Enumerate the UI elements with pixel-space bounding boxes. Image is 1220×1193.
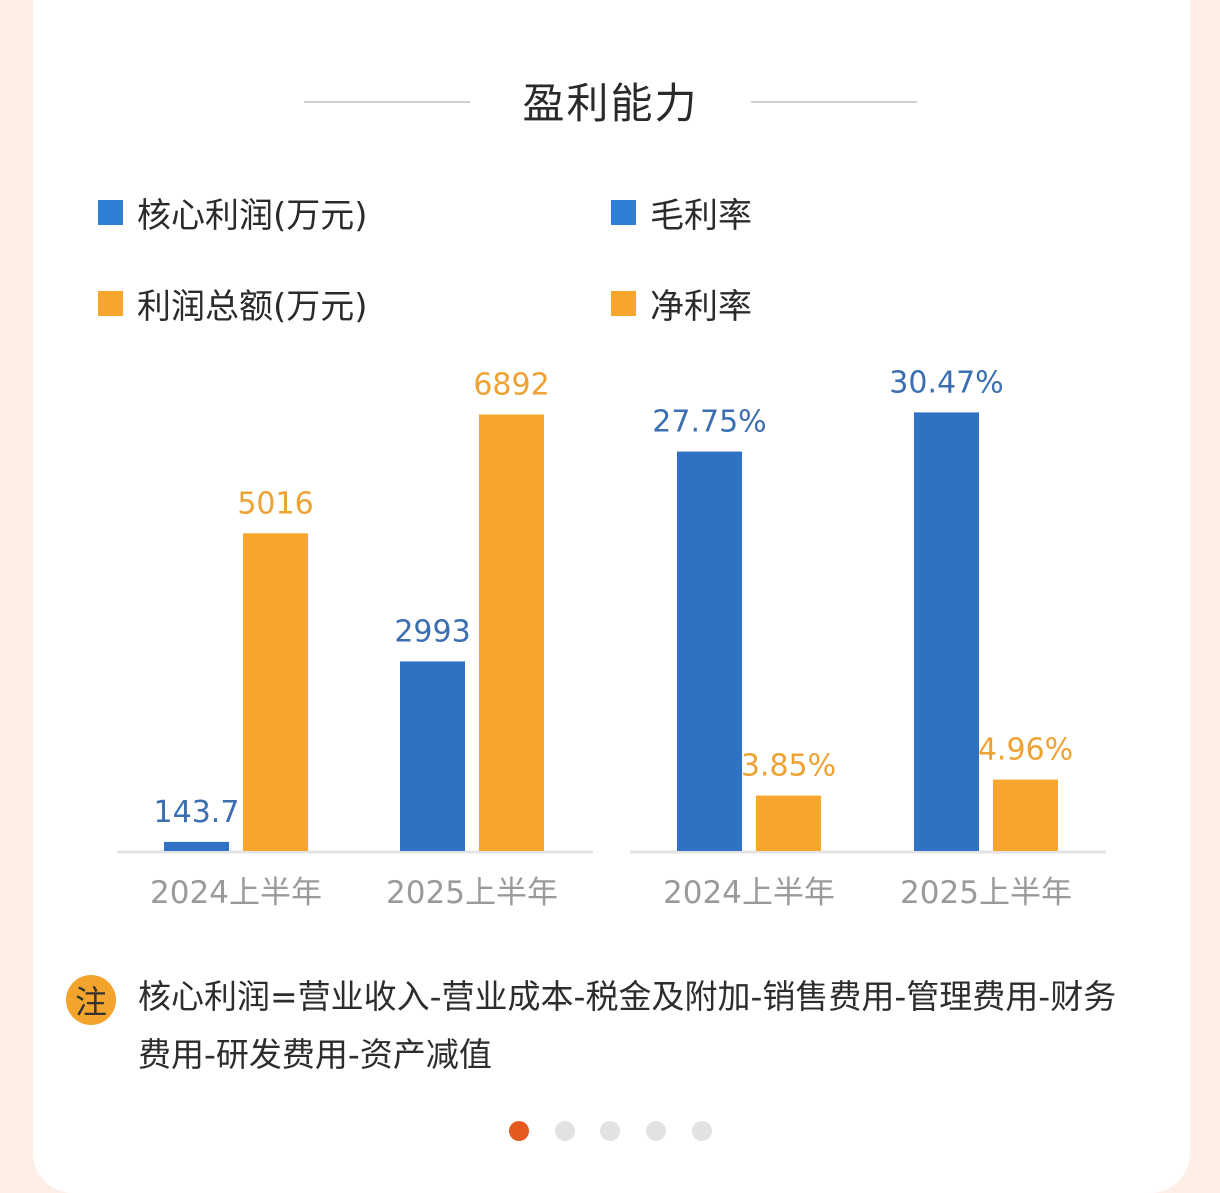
page-title: 盈利能力 [522,79,699,128]
note-badge: 注 [66,975,116,1025]
section-header: 盈利能力 [0,62,1220,142]
bar [914,412,979,851]
data-label: 2993 [394,614,470,649]
data-label: 30.47% [889,365,1003,400]
x-tick-label: 2025上半年 [386,875,558,911]
pagination-dots [0,1121,1220,1143]
legend-label: 毛利率 [650,195,752,236]
legend-label: 核心利润(万元) [137,195,368,236]
legend-swatch [611,199,636,225]
bar [164,841,229,851]
legend-item-total-profit: 利润总额(万元) [98,281,368,327]
bar [243,533,308,851]
legend-swatch [98,290,123,316]
bar [400,661,465,851]
title-divider-left [304,101,470,103]
data-label: 143.7 [154,795,240,830]
title-divider-right [751,101,917,103]
legend-label: 净利率 [650,286,752,327]
pagination-dot[interactable] [600,1121,620,1141]
data-label: 4.96% [978,733,1073,768]
legend-item-gross-margin: 毛利率 [611,190,752,236]
data-label: 6892 [473,368,549,403]
bar [677,451,742,851]
x-tick-label: 2024上半年 [663,875,835,911]
pagination-dot[interactable] [555,1121,575,1141]
bar [993,779,1058,851]
data-label: 27.75% [652,405,766,440]
bar [756,795,821,851]
legend-label: 利润总额(万元) [137,286,368,327]
note-text: 核心利润=营业收入-营业成本-税金及附加-销售费用-管理费用-财务费用-研发费用… [138,977,1117,1074]
bar-charts: 2024上半年 143.7 5016 2025上半年 2993 6892 2024上半年 27… [117,365,1106,911]
bar [479,414,544,851]
legend-item-core-profit: 核心利润(万元) [98,190,368,236]
pagination-dot-active[interactable] [509,1121,529,1141]
content-card [33,0,1190,1193]
data-label: 3.85% [741,749,836,784]
pagination-dot[interactable] [692,1121,712,1141]
legend-item-net-margin: 净利率 [611,281,752,327]
legend-swatch [611,290,636,316]
legend-swatch [98,199,123,225]
pagination-dot[interactable] [646,1121,666,1141]
x-tick-label: 2024上半年 [150,875,322,911]
data-label: 5016 [237,486,313,521]
x-tick-label: 2025上半年 [900,875,1072,911]
